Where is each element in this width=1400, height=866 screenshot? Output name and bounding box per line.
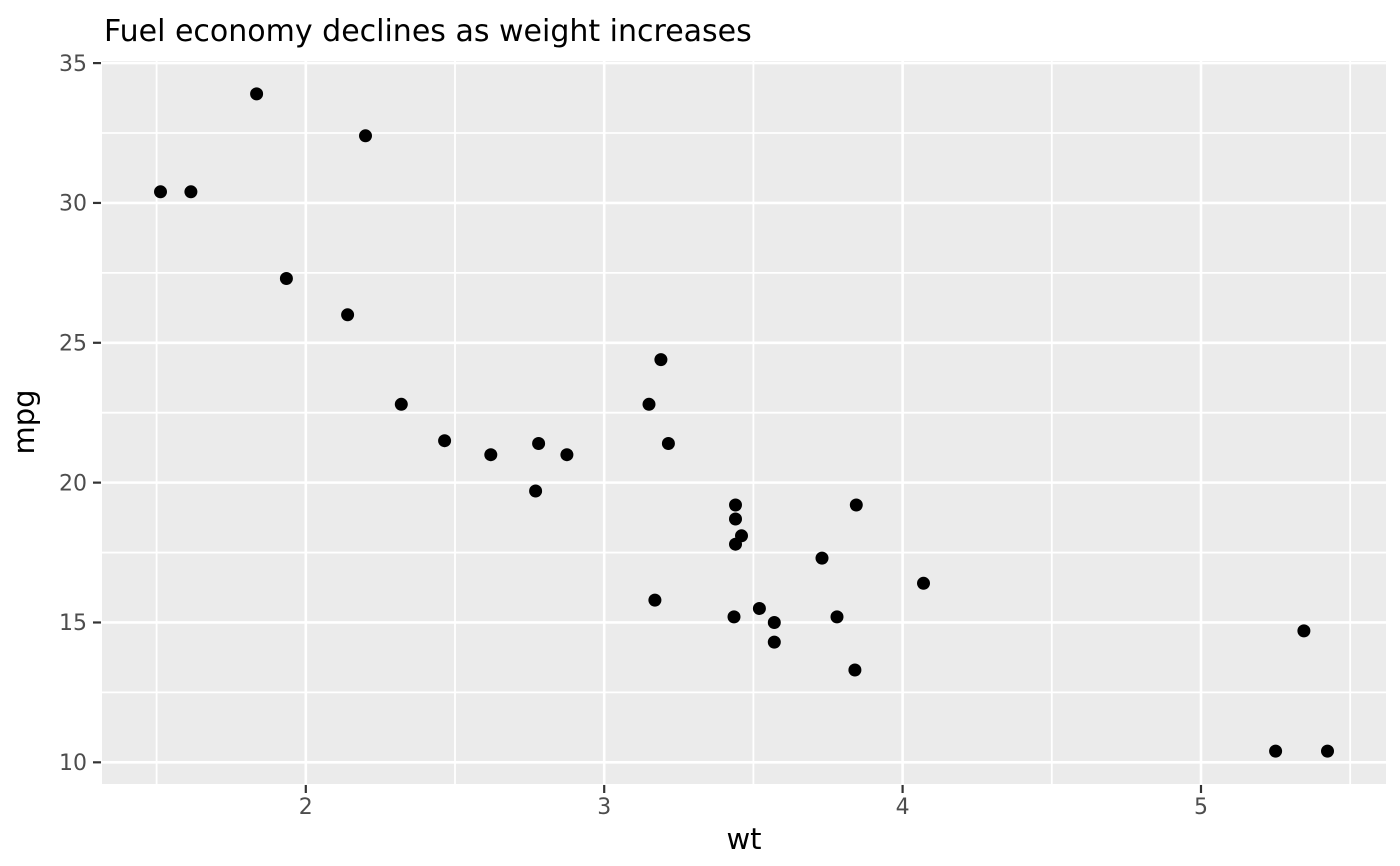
data-point: [648, 593, 662, 607]
y-tick-label: 30: [59, 192, 87, 217]
y-tick-label: 10: [59, 751, 87, 776]
data-point: [394, 397, 408, 411]
data-point: [341, 308, 355, 322]
x-tick-label: 4: [896, 795, 910, 820]
data-point: [642, 397, 656, 411]
y-tick-label: 25: [59, 331, 87, 356]
data-point: [661, 437, 675, 450]
data-point: [815, 551, 829, 565]
data-point: [767, 635, 781, 649]
data-point: [1321, 744, 1334, 758]
x-axis-title: wt: [726, 822, 761, 856]
data-point: [849, 498, 863, 512]
y-tick-label: 15: [59, 611, 87, 636]
plot-title: Fuel economy declines as weight increase…: [104, 14, 752, 49]
data-point: [154, 185, 167, 199]
data-point: [529, 484, 543, 498]
data-point: [729, 498, 742, 512]
y-tick-label: 20: [59, 471, 87, 496]
data-point: [560, 448, 574, 462]
data-point: [250, 87, 264, 101]
data-point: [727, 610, 741, 624]
panel-background: [102, 61, 1386, 784]
data-point: [830, 610, 844, 624]
data-point: [359, 129, 372, 143]
data-point: [654, 353, 668, 367]
data-point: [484, 448, 498, 462]
data-point: [767, 616, 781, 629]
data-point: [1269, 744, 1283, 758]
data-point: [279, 272, 293, 285]
data-point: [917, 576, 930, 590]
x-tick-label: 2: [299, 795, 313, 820]
x-tick-label: 5: [1194, 795, 1208, 820]
data-point: [729, 537, 742, 551]
data-point: [752, 602, 766, 615]
data-point: [848, 663, 862, 677]
plot-panel: 2 3 4 5 10 15 20 25 30 35: [59, 52, 1386, 820]
data-point: [184, 185, 198, 199]
y-tick-label: 35: [59, 52, 87, 77]
data-point: [1297, 624, 1311, 638]
data-point: [729, 512, 742, 526]
x-tick-label: 3: [597, 795, 611, 820]
data-point: [532, 437, 546, 450]
data-point: [438, 434, 452, 448]
y-axis-title: mpg: [7, 389, 41, 454]
